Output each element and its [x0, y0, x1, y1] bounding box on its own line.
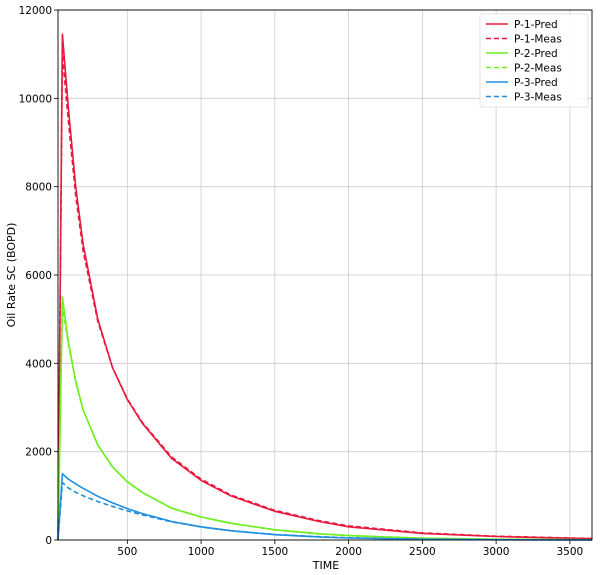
y-tick-label: 12000	[19, 5, 52, 17]
series-line-p-2-meas	[57, 305, 593, 541]
y-tick-label: 4000	[25, 358, 52, 370]
x-tick-label: 2500	[409, 546, 436, 558]
legend-entry: P-2-Meas	[514, 63, 562, 75]
y-tick-label: 6000	[25, 270, 52, 282]
y-tick-label: 10000	[19, 93, 52, 105]
legend-box	[479, 13, 589, 108]
series-line-p-1-meas	[57, 53, 593, 541]
x-tick-label: 3000	[483, 546, 510, 558]
y-tick-label: 2000	[25, 447, 52, 459]
legend-entry: P-3-Meas	[514, 92, 562, 104]
axes-frame	[57, 9, 593, 541]
legend-entry: P-1-Meas	[514, 34, 562, 46]
x-tick-label: 500	[117, 546, 137, 558]
legend: P-1-Pred P-1-Meas P-2-Pred P-2-Meas P-3-Pred…	[479, 13, 589, 108]
legend-entry: P-1-Pred	[514, 19, 558, 31]
y-tick-label: 0	[45, 535, 52, 547]
series-layer	[57, 33, 593, 541]
tick-labels: 500 1000 1500 2000 2500 3000 3500 0 2000 4000 6000…	[19, 5, 584, 558]
legend-entry: P-3-Pred	[514, 77, 558, 89]
x-tick-label: 1000	[188, 546, 215, 558]
x-tick-label: 2000	[335, 546, 362, 558]
axes	[54, 9, 593, 544]
x-tick-label: 1500	[261, 546, 288, 558]
x-tick-label: 3500	[557, 546, 584, 558]
legend-entry: P-2-Pred	[514, 48, 558, 60]
x-axis-label: TIME	[312, 559, 339, 572]
y-axis-label: Oil Rate SC (BOPD)	[5, 223, 18, 328]
y-tick-label: 8000	[25, 182, 52, 194]
series-line-p-3-meas	[57, 481, 593, 541]
